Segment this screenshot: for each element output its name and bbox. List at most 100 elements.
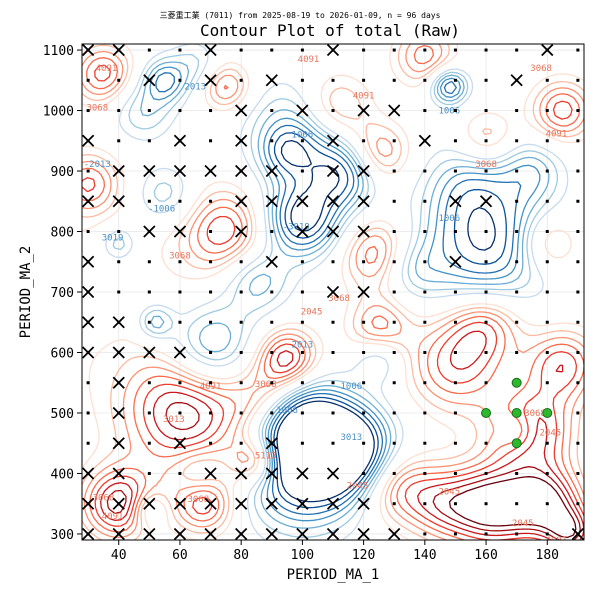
sample-dot [423,411,427,415]
x-marker-stroke [112,467,125,480]
sample-dot [86,109,90,113]
x-marker [296,497,309,510]
x-marker [326,164,340,178]
x-marker-stroke [449,255,462,268]
sample-dot [270,350,274,354]
x-marker-stroke [173,437,187,450]
sample-dot [392,169,396,173]
x-marker [357,104,370,117]
sample-dot [331,441,335,445]
sample-dot [545,169,549,173]
x-marker [418,134,431,147]
sample-dot [300,260,304,264]
sample-dot [515,139,519,143]
contour-label: 2045 [438,488,460,498]
x-marker [357,195,370,208]
contour-label: -1006 [148,205,175,215]
x-marker [112,437,125,450]
sample-dot [362,320,366,324]
contour-level-line [149,66,541,522]
x-marker-stroke [265,255,278,268]
contour-label: -2013 [84,160,111,170]
sample-dot [239,290,243,294]
sample-dot [331,109,335,113]
sample-dot [178,48,182,52]
sample-dot [453,169,457,173]
x-marker-stroke [112,316,125,329]
x-marker-stroke [418,134,431,147]
sample-dot [515,502,519,506]
sample-dot [86,381,90,385]
sample-dot [86,441,90,445]
x-marker-stroke [449,195,462,208]
x-marker [173,497,187,510]
sample-dot [147,260,151,264]
x-marker [81,497,95,510]
contour-label: 3068 [475,160,497,170]
sample-dot [453,441,457,445]
sample-dot [147,199,151,203]
sample-dot [178,290,182,294]
x-marker [326,497,340,510]
sample-dot [484,78,488,82]
green-points [481,377,553,449]
contour-label: 1006 [276,406,298,416]
y-axis-label: PERIOD_MA_2 [18,246,34,339]
x-marker-stroke [235,134,248,147]
x-marker-stroke [81,43,95,57]
sample-dot [576,78,580,82]
x-marker [235,225,248,238]
x-marker-stroke [235,164,248,178]
x-marker [388,104,401,117]
contour-label: 4091 [96,64,118,74]
x-marker-stroke [388,104,401,117]
contour-label: 4091 [353,91,375,101]
sample-dot [453,411,457,415]
x-marker-stroke [265,195,278,208]
x-marker-stroke [296,104,309,117]
x-marker [235,164,248,178]
sample-dot [515,471,519,475]
x-marker [449,255,462,268]
sample-dot [484,48,488,52]
x-marker-stroke [265,437,278,450]
sample-dot [484,441,488,445]
x-marker-stroke [265,467,278,480]
sample-dot [362,411,366,415]
x-marker-stroke [112,195,125,208]
sample-dot [362,471,366,475]
sample-dot [484,471,488,475]
x-marker [326,195,340,208]
sample-dot [545,441,549,445]
x-marker-stroke [357,195,370,208]
x-marker-stroke [81,195,95,208]
x-marker-stroke [112,346,125,359]
sample-dot [178,199,182,203]
sample-dot [117,78,121,82]
sample-dot [209,139,213,143]
x-marker-stroke [571,527,585,541]
green-point [542,407,553,418]
x-marker-stroke [204,164,217,178]
x-marker [204,43,217,57]
x-marker [235,497,248,510]
x-tick-label: 40 [111,548,127,563]
y-tick-label: 300 [51,528,74,543]
sample-dot [515,260,519,264]
sample-dot [545,78,549,82]
sample-dot [117,260,121,264]
sample-dot [300,350,304,354]
sample-dot [576,320,580,324]
x-marker [204,74,217,87]
x-marker-stroke [510,74,523,87]
x-marker [357,285,370,299]
x-marker [235,467,248,480]
contour-level-line [140,61,550,529]
x-marker-stroke [326,497,340,510]
sample-dot [576,350,580,354]
x-marker [112,406,125,420]
x-marker [81,527,95,541]
y-tick-label: 900 [51,165,74,180]
contour-label: 3068 [530,64,552,74]
